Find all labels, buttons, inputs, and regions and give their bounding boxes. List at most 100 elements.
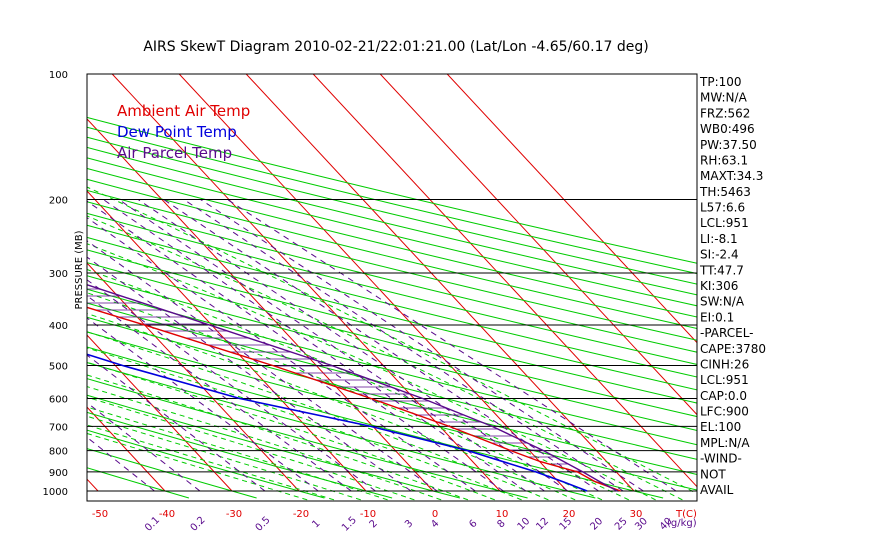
plot-overlay: Ambient Air Temp Dew Point Temp Air Parcel… (87, 102, 621, 492)
ambient-temp-line (87, 306, 621, 492)
isotherm-line (245, 74, 635, 492)
moist-adiabat-line (87, 215, 683, 501)
dry-adiabat-line (87, 288, 697, 446)
index-label: LI:-8.1 (700, 232, 738, 246)
isotherm-line (87, 406, 166, 492)
parcel-temp-line (87, 284, 618, 492)
isotherm-line (87, 334, 233, 492)
mixing-ratio-line (87, 401, 201, 492)
plot-grid (0, 74, 697, 501)
bottom-temp-tick-label: -20 (293, 509, 309, 520)
index-label: CAPE:3780 (700, 342, 766, 356)
mixing-ratio-tick-label: 3 (403, 518, 415, 530)
mixing-ratio-tick-label: 12 (534, 516, 551, 533)
dewpoint-temp-line (87, 353, 588, 492)
bottom-temp-tick-label: -10 (360, 509, 376, 520)
mixing-ratio-line (87, 256, 412, 492)
moist-adiabat-line (87, 361, 495, 501)
index-label: LCL:951 (700, 373, 749, 387)
dry-adiabat-line (87, 126, 697, 275)
dry-adiabat-line (87, 378, 528, 499)
index-label: MAXT:34.3 (700, 169, 763, 183)
mixing-ratio-tick-label: 25 (613, 516, 630, 533)
index-label: WB0:496 (700, 122, 755, 136)
moist-adiabat-line (87, 386, 442, 501)
pressure-tick-label: 700 (49, 422, 68, 433)
index-label: SW:N/A (700, 295, 745, 309)
mixing-ratio-line (87, 295, 352, 492)
index-label: -PARCEL- (700, 326, 754, 340)
chart-title: AIRS SkewT Diagram 2010-02-21/22:01:21.0… (143, 39, 648, 55)
dry-adiabat-line (87, 362, 596, 499)
pressure-tick-label: 600 (49, 394, 68, 405)
index-label: MW:N/A (700, 91, 748, 105)
dry-adiabat-line (87, 275, 697, 431)
index-label: NOT (700, 467, 726, 481)
pressure-tick-label: 100 (49, 70, 68, 81)
dry-adiabat-line (87, 224, 697, 378)
mixing-ratio-line (87, 354, 266, 492)
mixing-ratio-tick-label: 0.2 (189, 515, 208, 534)
bottom-temp-tick-label: -50 (92, 509, 108, 520)
dry-adiabat-line (87, 331, 697, 491)
mixing-ratio-line (87, 200, 504, 492)
dry-adiabat-line (87, 136, 697, 285)
isotherm-line (312, 74, 697, 488)
legend-entry: Dew Point Temp (117, 123, 237, 141)
dry-adiabat-line (87, 178, 697, 330)
pressure-tick-label: 200 (49, 196, 68, 207)
moist-adiabat-line (87, 292, 603, 501)
pressure-tick-label: 1000 (43, 487, 68, 498)
dry-adiabat-line (87, 262, 697, 418)
mixing-ratio-line (118, 199, 545, 492)
temp-unit-label: T(C) (675, 509, 697, 520)
moist-adiabat-line (87, 432, 308, 501)
index-label: -WIND- (700, 452, 742, 466)
index-label: KI:306 (700, 279, 738, 293)
mixing-ratio-line (87, 279, 376, 492)
index-label: AVAIL (700, 483, 734, 497)
isotherm-line (87, 190, 367, 492)
dry-adiabat-line (87, 212, 697, 365)
dry-adiabat-line (87, 236, 697, 391)
index-label: CAP:0.0 (700, 389, 747, 403)
axis-ticks: 1002003004005006007008009001000-120-110-… (43, 70, 766, 534)
dry-adiabat-line (87, 146, 697, 296)
index-label: TT:47.7 (699, 263, 744, 277)
isotherm-line (0, 74, 31, 491)
index-label: SI:-2.4 (700, 248, 739, 262)
dry-adiabat-line (87, 116, 697, 264)
moist-adiabat-line (87, 374, 469, 501)
dry-adiabat-line (87, 302, 697, 460)
mixing-ratio-line (227, 199, 677, 492)
index-label: TP:100 (699, 75, 742, 89)
mixing-ratio-tick-label: 20 (588, 516, 605, 533)
plot-frame (86, 73, 698, 502)
dry-adiabat-line (87, 316, 697, 476)
bottom-temp-tick-label: 30 (630, 509, 643, 520)
bottom-temp-tick-label: 20 (563, 509, 576, 520)
pressure-tick-label: 800 (49, 447, 68, 458)
dry-adiabat-line (87, 167, 697, 318)
bottom-temp-tick-label: -40 (159, 509, 175, 520)
index-label: LFC:900 (700, 405, 749, 419)
index-label: L57:6.6 (700, 201, 745, 215)
mixing-ratio-line (87, 317, 319, 492)
bottom-temp-tick-label: -30 (226, 509, 242, 520)
moist-adiabat-line (87, 347, 522, 501)
index-label: EI:0.1 (700, 310, 734, 324)
index-label: MPL:N/A (700, 436, 750, 450)
isotherm-line (178, 74, 568, 492)
y-axis-label: PRESSURE (MB) (74, 230, 85, 309)
moist-adiabat-line (87, 243, 656, 501)
legend-entry: Ambient Air Temp (117, 102, 250, 120)
dry-adiabat-line (87, 157, 697, 307)
index-label: RH:63.1 (700, 154, 748, 168)
pressure-tick-label: 300 (49, 269, 68, 280)
isotherm-line (87, 262, 300, 492)
dry-adiabat-line (87, 189, 697, 341)
mixing-ratio-tick-label: 2 (368, 518, 380, 530)
dry-adiabat-line (87, 346, 664, 499)
moist-adiabat-line (87, 186, 697, 495)
